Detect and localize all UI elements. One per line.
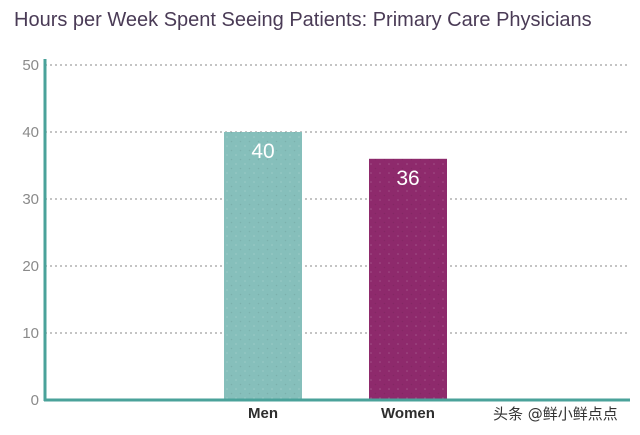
y-tick-label: 40 [22, 124, 39, 141]
y-tick-label: 30 [22, 191, 39, 208]
category-label: Women [381, 405, 435, 422]
watermark: 头条 @鲜小鲜点点 [493, 405, 618, 423]
category-label: Men [248, 405, 278, 422]
data-label: 40 [251, 140, 274, 163]
bar-women [369, 158, 447, 400]
y-tick-label: 10 [22, 325, 39, 342]
bar-men [224, 132, 302, 400]
y-tick-label: 20 [22, 258, 39, 275]
y-tick-label: 50 [22, 57, 39, 74]
y-tick-label: 0 [31, 392, 39, 409]
chart-title: Hours per Week Spent Seeing Patients: Pr… [14, 9, 592, 31]
data-label: 36 [396, 167, 419, 190]
